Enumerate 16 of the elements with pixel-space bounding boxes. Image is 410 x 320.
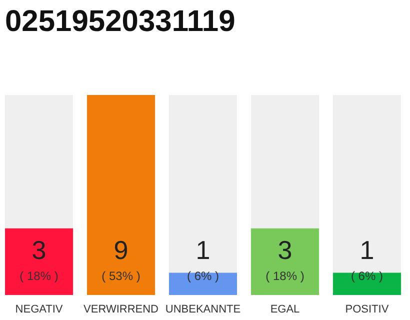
data-label: 3 bbox=[278, 235, 292, 265]
x-tick-label: NEGATIV bbox=[15, 304, 64, 316]
annotation: ( 18% ) bbox=[266, 269, 304, 283]
data-label: 1 bbox=[360, 235, 374, 265]
data-label: 9 bbox=[114, 235, 128, 265]
data-label: 1 bbox=[196, 235, 210, 265]
x-tick-label: UNBEKANNTE bbox=[165, 304, 241, 316]
x-tick-label: POSITIV bbox=[345, 304, 390, 316]
data-label: 3 bbox=[32, 235, 46, 265]
annotation: ( 6% ) bbox=[350, 269, 383, 283]
annotation: ( 53% ) bbox=[102, 269, 140, 283]
annotation: ( 6% ) bbox=[186, 269, 220, 283]
annotation: ( 18% ) bbox=[20, 269, 58, 283]
x-tick-label: VERWIRREND bbox=[84, 304, 159, 316]
x-tick-label: EGAL bbox=[270, 304, 300, 316]
chart-title: 02519520331119 bbox=[5, 5, 236, 38]
